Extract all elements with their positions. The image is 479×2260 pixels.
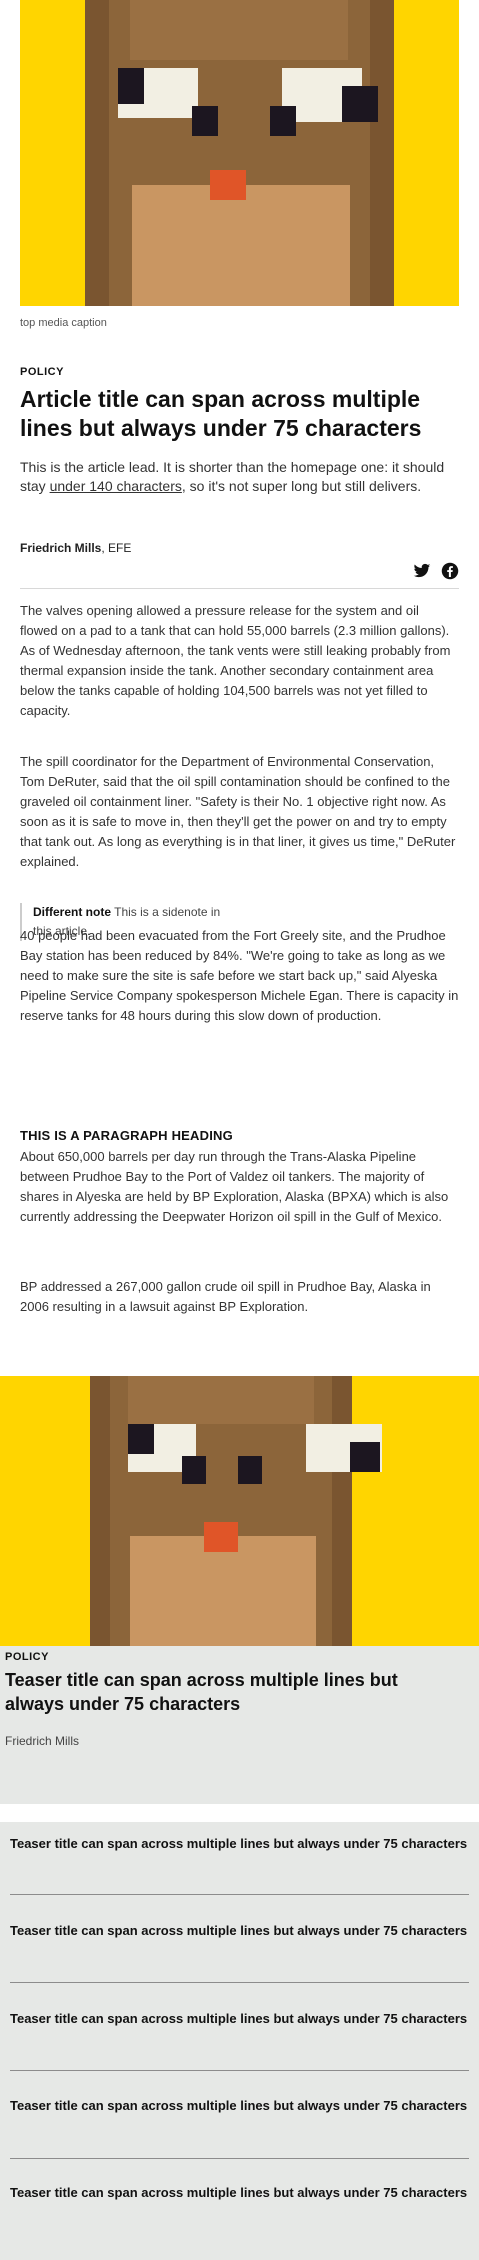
paragraph-heading: THIS IS A PARAGRAPH HEADING: [20, 1128, 233, 1143]
teaser-list-item[interactable]: Teaser title can span across multiple li…: [10, 1836, 468, 1851]
teaser-list-divider: [10, 2158, 469, 2159]
teaser-list-divider: [10, 1894, 469, 1895]
article-paragraph: The valves opening allowed a pressure re…: [20, 603, 451, 718]
article-title: Article title can span across multiple l…: [20, 386, 422, 441]
article-header: POLICY Article title can span across mul…: [20, 366, 459, 496]
article-lead-link[interactable]: under 140 characters: [49, 478, 182, 494]
article-lead-text: This is the article lead. It is shorter …: [20, 459, 445, 494]
teaser-list-divider: [10, 2070, 469, 2071]
facebook-icon[interactable]: [441, 562, 459, 580]
article-lead-text-end: , so it's not super long but still deliv…: [181, 478, 422, 494]
teaser-list-item[interactable]: Teaser title can span across multiple li…: [10, 2011, 468, 2026]
article-paragraph: About 650,000 barrels per day run throug…: [20, 1149, 449, 1224]
byline-agency: , EFE: [101, 541, 132, 555]
teaser-list-item[interactable]: Teaser title can span across multiple li…: [10, 1923, 468, 1938]
teaser-media-image[interactable]: [0, 1376, 479, 1646]
article-paragraph: The spill coordinator for the Department…: [20, 754, 456, 869]
sidenote-text: This is a sidenote in this article.: [33, 905, 221, 938]
article-divider: [20, 588, 459, 589]
top-media-caption: top media caption: [20, 317, 107, 329]
byline: Friedrich Mills, EFE: [20, 541, 131, 555]
sidenote-label: Different note: [33, 905, 111, 919]
pixel-character-image: [20, 0, 459, 306]
twitter-icon[interactable]: [413, 562, 431, 580]
teaser-card[interactable]: POLICY Teaser title can span across mult…: [0, 1376, 479, 1804]
share-buttons: [413, 562, 459, 580]
teaser-title[interactable]: Teaser title can span across multiple li…: [5, 1670, 398, 1714]
teaser-list-item[interactable]: Teaser title can span across multiple li…: [10, 2185, 468, 2200]
byline-author[interactable]: Friedrich Mills: [20, 541, 102, 555]
sidenote: Different note This is a sidenote in thi…: [20, 903, 240, 941]
teaser-section-label[interactable]: POLICY: [5, 1651, 49, 1663]
article-paragraph: 40 people had been evacuated from the Fo…: [20, 928, 459, 1023]
teaser-list: Teaser title can span across multiple li…: [0, 1822, 479, 2260]
teaser-author[interactable]: Friedrich Mills: [5, 1734, 80, 1748]
teaser-list-item[interactable]: Teaser title can span across multiple li…: [10, 2098, 468, 2113]
pixel-character-image: [0, 1376, 479, 1646]
article-lead: This is the article lead. It is shorter …: [20, 458, 459, 496]
teaser-list-divider: [10, 1982, 469, 1983]
article-paragraph: BP addressed a 267,000 gallon crude oil …: [20, 1279, 431, 1314]
article-section-label[interactable]: POLICY: [20, 366, 64, 378]
top-media-image: [20, 0, 459, 306]
